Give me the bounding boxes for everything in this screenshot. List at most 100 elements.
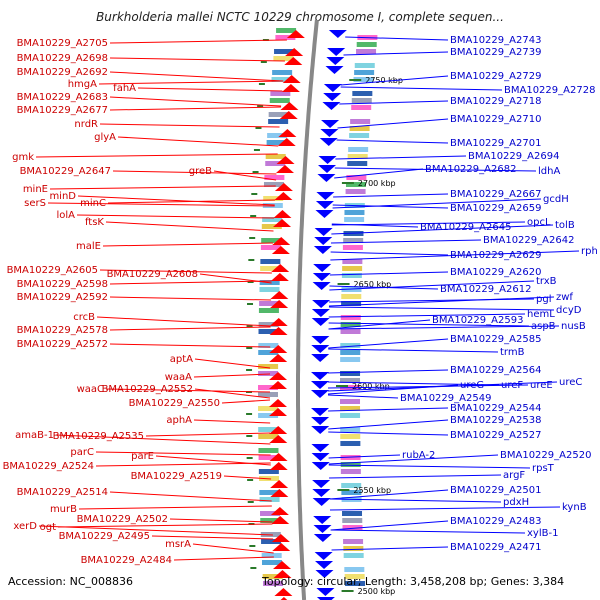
content-block (347, 154, 368, 159)
left-gene-label: minD (49, 191, 76, 202)
right-leader-line (329, 280, 535, 291)
reverse-gene-arrow (318, 156, 337, 164)
left-gene-labels: BMA10229_A2705 BMA10229_A2698 BMA10229_A26… (3, 38, 287, 566)
forward-gene-arrow (271, 516, 290, 524)
right-gene-label: BMA10229_A2620 (450, 267, 541, 278)
content-block (259, 301, 280, 306)
forward-gene-arrow (274, 192, 293, 200)
reverse-strand-track (311, 30, 347, 600)
right-leader-line (343, 51, 449, 56)
left-gene-label: parE (131, 451, 154, 462)
reverse-gene-arrow (313, 264, 332, 272)
content-block (343, 539, 364, 544)
content-block (342, 511, 363, 516)
right-leader-line (330, 239, 482, 244)
left-leader-line (193, 373, 271, 378)
content-block (261, 224, 282, 229)
content-block (258, 448, 279, 453)
right-gene-label: BMA10229_A2667 (450, 189, 541, 200)
content-block (258, 455, 279, 460)
reverse-gene-arrow (311, 345, 330, 353)
forward-gene-arrow (269, 354, 288, 362)
reverse-gene-arrow (327, 48, 346, 56)
content-block (258, 308, 279, 313)
forward-gene-arrow (284, 57, 303, 65)
right-gene-label: BMA10229_A2718 (450, 96, 541, 107)
left-gene-label: BMA10229_A2550 (129, 398, 220, 409)
reverse-gene-arrow (328, 30, 347, 38)
forward-gene-arrow (269, 435, 288, 443)
accession-text: Accession: NC_008836 (8, 575, 134, 588)
forward-gene-arrow (272, 543, 291, 551)
content-block (340, 378, 361, 383)
content-block (344, 210, 365, 215)
left-gene-label: xerD (13, 521, 37, 532)
reverse-gene-arrow (312, 480, 331, 488)
content-block (273, 56, 294, 61)
forward-gene-arrow (269, 453, 288, 461)
content-block (260, 266, 281, 271)
right-gene-label: nusB (561, 321, 586, 332)
chromosome-backbone (296, 19, 319, 600)
forward-gene-arrow (275, 165, 294, 173)
right-leader-line (330, 529, 526, 534)
content-block (340, 427, 361, 432)
right-gene-label: BMA10229_A2728 (504, 85, 595, 96)
right-gene-label: BMA10229_A2743 (450, 35, 541, 46)
right-leader-line (335, 155, 467, 160)
content-block (352, 91, 373, 96)
left-leader-line (95, 462, 271, 467)
content-block (270, 91, 291, 96)
reverse-gene-arrow (326, 57, 345, 65)
map-title: Burkholderia mallei NCTC 10229 chromosom… (96, 10, 504, 24)
left-leader-line (109, 343, 271, 348)
content-block (258, 329, 279, 334)
left-gene-label: malE (76, 241, 101, 252)
left-gene-label: BMA10229_A2484 (81, 555, 172, 566)
content-block (269, 98, 290, 103)
right-gene-label: BMA10229_A2729 (450, 71, 541, 82)
right-leader-line (329, 285, 439, 290)
content-block (260, 259, 281, 264)
right-leader-line (327, 381, 558, 392)
left-leader-line (109, 96, 282, 107)
reverse-gene-arrow (311, 417, 330, 425)
forward-gene-arrow (277, 138, 296, 146)
forward-gene-arrow (285, 48, 304, 56)
content-block (343, 553, 364, 558)
left-leader-line (109, 296, 272, 301)
right-gene-label: BMA10229_A2629 (450, 250, 541, 261)
right-leader-line (327, 394, 399, 399)
left-gene-label: BMA10229_A2519 (131, 471, 222, 482)
left-gene-label: glyA (94, 132, 116, 143)
kbp-label: 2750 kbp (365, 76, 403, 85)
right-leader-line (328, 431, 449, 436)
reverse-gene-arrow (311, 354, 330, 362)
right-leader-line (328, 454, 499, 465)
right-leader-line (340, 86, 503, 91)
content-block (274, 49, 295, 54)
content-block (344, 567, 365, 572)
forward-gene-arrow (273, 219, 292, 227)
content-block (263, 581, 284, 586)
kbp-label: 2550 kbp (353, 486, 391, 495)
right-gene-label: trxB (536, 276, 557, 287)
reverse-gene-arrow (321, 120, 340, 128)
left-leader-line (109, 491, 272, 502)
content-block (268, 112, 289, 117)
left-gene-label: BMA10229_A2692 (17, 67, 108, 78)
reverse-gene-arrow (313, 246, 332, 254)
right-gene-label: BMA10229_A2538 (450, 415, 541, 426)
reverse-gene-arrow (312, 498, 331, 506)
content-block (349, 126, 370, 131)
left-leader-line (95, 451, 271, 456)
content-block (260, 511, 281, 516)
right-leader-line (334, 168, 424, 179)
forward-gene-arrow (281, 84, 300, 92)
forward-gene-arrow (279, 111, 298, 119)
forward-gene-arrow (269, 399, 288, 407)
content-block (340, 441, 361, 446)
right-gene-label: ureE (530, 380, 553, 391)
right-gene-label: xylB-1 (527, 528, 558, 539)
left-leader-line (105, 388, 271, 393)
